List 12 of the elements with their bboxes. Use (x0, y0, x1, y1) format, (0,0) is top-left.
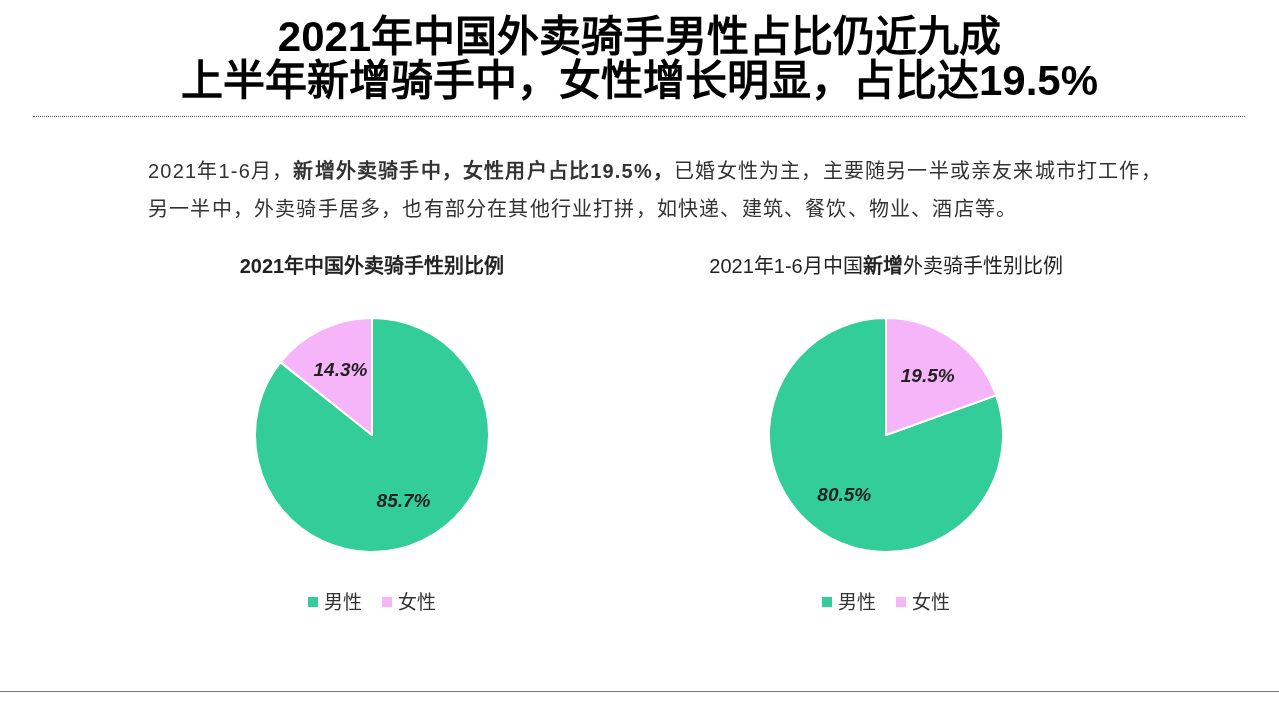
text: 2021年1-6月，新增外卖骑手中，女性用户占比19.5%，已婚女性为主，主要随另一半或亲友来城市打工作，另一半中，外卖骑手居多，也有部分在其他行业打拼，如快递、建筑、餐饮、物业、酒店等。 (148, 160, 1162, 220)
chart-title: 2021年1-6月中国新增外卖骑手性别比例 (709, 255, 1063, 277)
data-label: 19.5% (900, 365, 955, 387)
legend-label: 男性 (838, 591, 876, 613)
legend-label: 男性 (324, 591, 362, 613)
data-label: 14.3% (313, 359, 368, 381)
data-label: 85.7% (376, 489, 431, 511)
data-label: 80.5% (817, 483, 872, 505)
chart-title: 2021年中国外卖骑手性别比例 (239, 255, 505, 277)
text: 上半年新增骑手中，女性增长明显，占比达19.5% (180, 57, 1099, 104)
legend-label: 女性 (398, 591, 436, 613)
legend-label: 女性 (912, 591, 950, 613)
